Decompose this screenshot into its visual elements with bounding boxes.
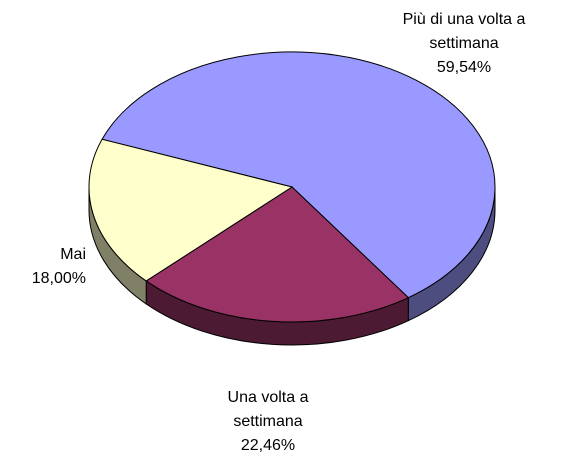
category-label: Mai (60, 246, 86, 263)
value-label: 59,54% (436, 59, 492, 76)
slice (88, 138, 294, 282)
slice (101, 51, 496, 299)
value-label: 22,46% (240, 437, 296, 454)
slice-label: Mai 18,00% (0, 243, 86, 291)
value-label: 18,00% (31, 270, 86, 287)
slice-label: Una volta a settimana 22,46% (198, 386, 338, 458)
slice (145, 186, 410, 323)
category-label: Più di una volta a settimana (402, 11, 526, 52)
slice-label: Più di una volta a settimana 59,54% (384, 8, 544, 80)
category-label: Una volta a settimana (227, 389, 309, 430)
